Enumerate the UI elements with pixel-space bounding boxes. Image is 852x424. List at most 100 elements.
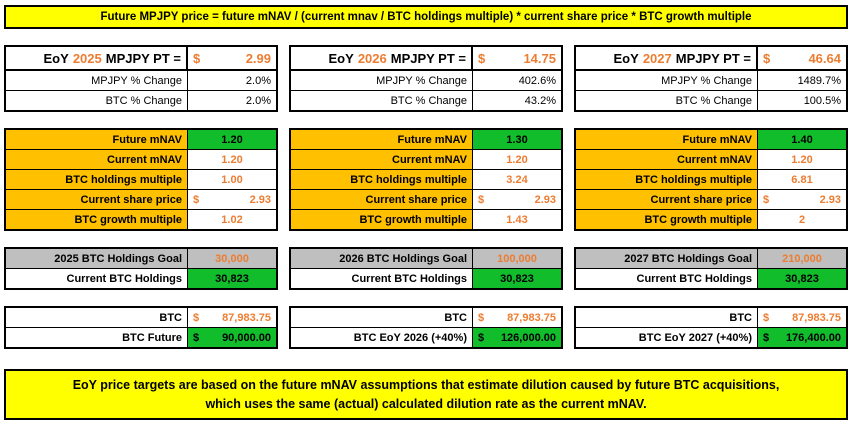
columns-container: EoY 2025 MPJPY PT = $ 2.99 MPJPY % Chang… <box>4 45 848 350</box>
current-share-price-value[interactable]: $ 2.93 <box>758 190 846 209</box>
btc-growth-multiple-value[interactable]: 2 <box>798 213 806 226</box>
current-mnav-label[interactable]: Current mNAV <box>291 150 473 170</box>
btc-change-label[interactable]: BTC % Change <box>291 91 473 111</box>
pt-value: 14.75 <box>523 50 556 66</box>
btc-holdings-multiple-label[interactable]: BTC holdings multiple <box>576 170 758 190</box>
holdings-goal-value[interactable]: 210,000 <box>758 249 846 269</box>
currency-symbol: $ <box>763 331 770 344</box>
current-share-price-label[interactable]: Current share price <box>6 190 188 210</box>
current-holdings-value[interactable]: 30,823 <box>188 269 276 289</box>
btc-price-number: 87,983.75 <box>507 311 556 324</box>
btc-price-block: BTC $ 87,983.75 BTC Future $ 90,000.00 <box>4 306 278 350</box>
pt-header-cell[interactable]: EoY 2027 MPJPY PT = <box>576 47 758 70</box>
current-mnav-label[interactable]: Current mNAV <box>576 150 758 170</box>
btc-price-label[interactable]: BTC <box>291 308 473 328</box>
currency-symbol: $ <box>193 331 200 344</box>
btc-future-number: 176,400.00 <box>785 331 841 344</box>
pt-prefix: EoY <box>328 50 354 66</box>
currency-symbol: $ <box>763 193 770 206</box>
btc-price-label[interactable]: BTC <box>6 308 188 328</box>
btc-future-value[interactable]: $ 126,000.00 <box>473 328 561 348</box>
btc-future-label[interactable]: BTC EoY 2027 (+40%) <box>576 328 758 348</box>
pt-value-cell[interactable]: $ 2.99 <box>188 47 276 69</box>
btc-future-value[interactable]: $ 176,400.00 <box>758 328 846 348</box>
formula-banner: Future MPJPY price = future mNAV / (curr… <box>4 5 848 30</box>
current-mnav-value[interactable]: 1.20 <box>791 153 813 166</box>
mpjpy-change-value[interactable]: 402.6% <box>518 74 556 87</box>
btc-change-label[interactable]: BTC % Change <box>6 91 188 111</box>
btc-price-value[interactable]: $ 87,983.75 <box>758 308 846 327</box>
future-mnav-value[interactable]: 1.30 <box>473 130 561 150</box>
holdings-goal-label[interactable]: 2027 BTC Holdings Goal <box>576 249 758 269</box>
currency-symbol: $ <box>478 50 486 66</box>
btc-change-label[interactable]: BTC % Change <box>576 91 758 111</box>
btc-future-label[interactable]: BTC EoY 2026 (+40%) <box>291 328 473 348</box>
btc-change-value[interactable]: 2.0% <box>245 94 271 107</box>
holdings-goal-value[interactable]: 30,000 <box>188 249 276 269</box>
assumptions-block: Future mNAV 1.40 Current mNAV 1.20 BTC h… <box>574 128 848 232</box>
btc-price-value[interactable]: $ 87,983.75 <box>473 308 561 327</box>
share-price-number: 2.93 <box>534 193 556 206</box>
current-holdings-label[interactable]: Current BTC Holdings <box>576 269 758 289</box>
btc-change-value[interactable]: 43.2% <box>524 94 556 107</box>
mpjpy-change-value[interactable]: 1489.7% <box>797 74 841 87</box>
current-share-price-value[interactable]: $ 2.93 <box>473 190 561 209</box>
btc-holdings-multiple-value[interactable]: 6.81 <box>791 173 813 186</box>
pt-header-block: EoY 2025 MPJPY PT = $ 2.99 MPJPY % Chang… <box>4 45 278 113</box>
mpjpy-change-label[interactable]: MPJPY % Change <box>6 71 188 91</box>
pt-header-cell[interactable]: EoY 2026 MPJPY PT = <box>291 47 473 70</box>
btc-holdings-multiple-label[interactable]: BTC holdings multiple <box>6 170 188 190</box>
future-mnav-label[interactable]: Future mNAV <box>291 130 473 150</box>
holdings-goal-value[interactable]: 100,000 <box>473 249 561 269</box>
pt-year: 2026 <box>357 50 387 66</box>
holdings-block: 2026 BTC Holdings Goal 100,000 Current B… <box>289 247 563 291</box>
assumptions-block: Future mNAV 1.20 Current mNAV 1.20 BTC h… <box>4 128 278 232</box>
pt-suffix: MPJPY PT = <box>390 50 466 66</box>
mpjpy-change-value[interactable]: 2.0% <box>245 74 271 87</box>
pt-year: 2027 <box>642 50 672 66</box>
holdings-goal-label[interactable]: 2025 BTC Holdings Goal <box>6 249 188 269</box>
current-holdings-label[interactable]: Current BTC Holdings <box>291 269 473 289</box>
pt-header-cell[interactable]: EoY 2025 MPJPY PT = <box>6 47 188 70</box>
future-mnav-value[interactable]: 1.40 <box>758 130 846 150</box>
column-eoy-2027: EoY 2027 MPJPY PT = $ 46.64 MPJPY % Chan… <box>574 45 848 350</box>
pt-value-cell[interactable]: $ 14.75 <box>473 47 561 69</box>
pt-prefix: EoY <box>613 50 639 66</box>
current-holdings-value[interactable]: 30,823 <box>758 269 846 289</box>
column-eoy-2025: EoY 2025 MPJPY PT = $ 2.99 MPJPY % Chang… <box>4 45 278 350</box>
btc-holdings-multiple-value[interactable]: 1.00 <box>221 173 243 186</box>
btc-future-value[interactable]: $ 90,000.00 <box>188 328 276 348</box>
btc-growth-multiple-label[interactable]: BTC growth multiple <box>576 210 758 230</box>
current-share-price-label[interactable]: Current share price <box>576 190 758 210</box>
current-holdings-label[interactable]: Current BTC Holdings <box>6 269 188 289</box>
pt-suffix: MPJPY PT = <box>675 50 751 66</box>
future-mnav-label[interactable]: Future mNAV <box>576 130 758 150</box>
btc-future-label[interactable]: BTC Future <box>6 328 188 348</box>
current-mnav-value[interactable]: 1.20 <box>506 153 528 166</box>
current-share-price-value[interactable]: $ 2.93 <box>188 190 276 209</box>
future-mnav-label[interactable]: Future mNAV <box>6 130 188 150</box>
btc-growth-multiple-label[interactable]: BTC growth multiple <box>291 210 473 230</box>
current-share-price-label[interactable]: Current share price <box>291 190 473 210</box>
btc-growth-multiple-value[interactable]: 1.43 <box>506 213 528 226</box>
btc-growth-multiple-label[interactable]: BTC growth multiple <box>6 210 188 230</box>
holdings-goal-label[interactable]: 2026 BTC Holdings Goal <box>291 249 473 269</box>
btc-holdings-multiple-label[interactable]: BTC holdings multiple <box>291 170 473 190</box>
current-holdings-value[interactable]: 30,823 <box>473 269 561 289</box>
current-mnav-value[interactable]: 1.20 <box>221 153 243 166</box>
pt-value-cell[interactable]: $ 46.64 <box>758 47 846 69</box>
future-mnav-value[interactable]: 1.20 <box>188 130 276 150</box>
mpjpy-change-label[interactable]: MPJPY % Change <box>291 71 473 91</box>
btc-holdings-multiple-value[interactable]: 3.24 <box>506 173 528 186</box>
mpjpy-change-label[interactable]: MPJPY % Change <box>576 71 758 91</box>
btc-price-value[interactable]: $ 87,983.75 <box>188 308 276 327</box>
btc-growth-multiple-value[interactable]: 1.02 <box>221 213 243 226</box>
btc-price-block: BTC $ 87,983.75 BTC EoY 2027 (+40%) $ 17… <box>574 306 848 350</box>
current-mnav-label[interactable]: Current mNAV <box>6 150 188 170</box>
footnote-line2: which uses the same (actual) calculated … <box>205 396 647 411</box>
currency-symbol: $ <box>193 311 200 324</box>
pt-value: 46.64 <box>808 50 841 66</box>
btc-price-label[interactable]: BTC <box>576 308 758 328</box>
btc-change-value[interactable]: 100.5% <box>803 94 841 107</box>
btc-future-number: 126,000.00 <box>500 331 556 344</box>
